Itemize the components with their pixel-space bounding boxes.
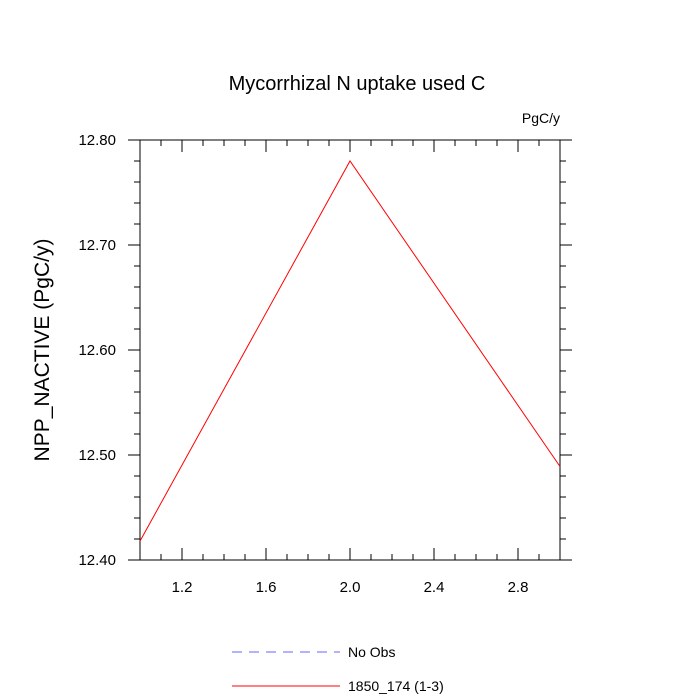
legend-label: No Obs: [348, 644, 395, 660]
x-tick-label: 1.6: [256, 579, 277, 596]
units-label: PgC/y: [522, 110, 560, 126]
x-tick-label: 2.4: [424, 579, 445, 596]
chart-title: Mycorrhizal N uptake used C: [229, 73, 486, 95]
plot-frame: [139, 139, 561, 561]
legend-label: 1850_174 (1-3): [348, 678, 444, 694]
y-tick-label: 12.80: [78, 132, 116, 149]
series-line: [139, 160, 561, 542]
series-lines: [139, 160, 561, 542]
x-tick-label: 2.8: [508, 579, 529, 596]
x-tick-label: 1.2: [172, 579, 193, 596]
axis-ticks: [128, 139, 572, 561]
y-axis-label: NPP_NACTIVE (PgC/y): [31, 239, 54, 462]
y-tick-label: 12.70: [78, 237, 116, 254]
axis-tick-labels: 1.2 1.6 2.0 2.4 2.8 12.40 12.50 12.60 12.70 12.80: [78, 132, 528, 596]
y-tick-label: 12.50: [78, 447, 116, 464]
legend: No Obs 1850_174 (1-3): [232, 644, 444, 694]
x-tick-label: 2.0: [340, 579, 361, 596]
y-tick-label: 12.60: [78, 342, 116, 359]
y-tick-label: 12.40: [78, 552, 116, 569]
